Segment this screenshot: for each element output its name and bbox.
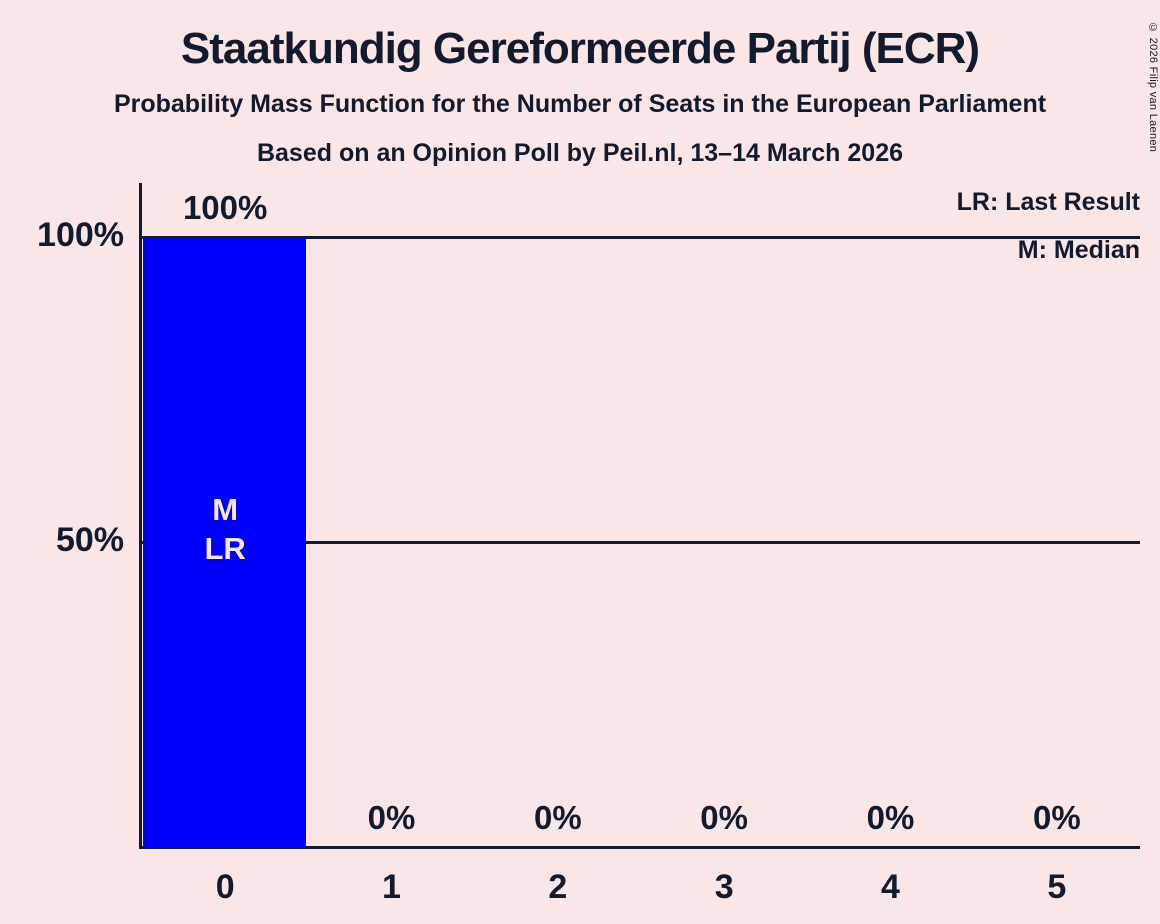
copyright-notice: © 2026 Filip van Laenen — [1147, 22, 1159, 153]
x-tick-label-1: 1 — [382, 868, 401, 906]
y-axis-line — [139, 183, 142, 849]
gridline-solid-100pct — [142, 236, 1140, 239]
bar-value-label-seats-5: 0% — [1032, 799, 1081, 836]
bar-annotation-median-lastresult: M LR — [204, 492, 246, 567]
chart-poll-info: Based on an Opinion Poll by Peil.nl, 13–… — [256, 139, 904, 167]
x-tick-label-0: 0 — [215, 868, 235, 906]
gridline-solid-50pct — [142, 541, 1140, 544]
x-tick-label-3: 3 — [714, 868, 734, 906]
bar-value-label-seats-2: 0% — [533, 799, 582, 836]
bar-seats-0 — [143, 237, 307, 847]
y-axis-label-50pct: 50% — [55, 521, 124, 559]
bar-value-label-seats-3: 0% — [700, 799, 749, 836]
chart-subtitle: Probability Mass Function for the Number… — [113, 90, 1047, 118]
x-tick-label-5: 5 — [1047, 868, 1067, 906]
y-axis-label-100pct: 100% — [37, 216, 124, 254]
legend-median: M: Median — [1017, 236, 1140, 264]
chart-title: Staatkundig Gereformeerde Partij (ECR) — [180, 24, 980, 73]
bar-value-label-seats-0: 100% — [182, 189, 268, 226]
x-tick-label-4: 4 — [881, 868, 900, 906]
x-tick-label-2: 2 — [548, 868, 568, 906]
bar-value-label-seats-4: 0% — [866, 799, 915, 836]
x-axis-line — [139, 846, 1140, 849]
bar-value-label-seats-1: 0% — [367, 799, 416, 836]
legend-last-result: LR: Last Result — [956, 188, 1140, 216]
